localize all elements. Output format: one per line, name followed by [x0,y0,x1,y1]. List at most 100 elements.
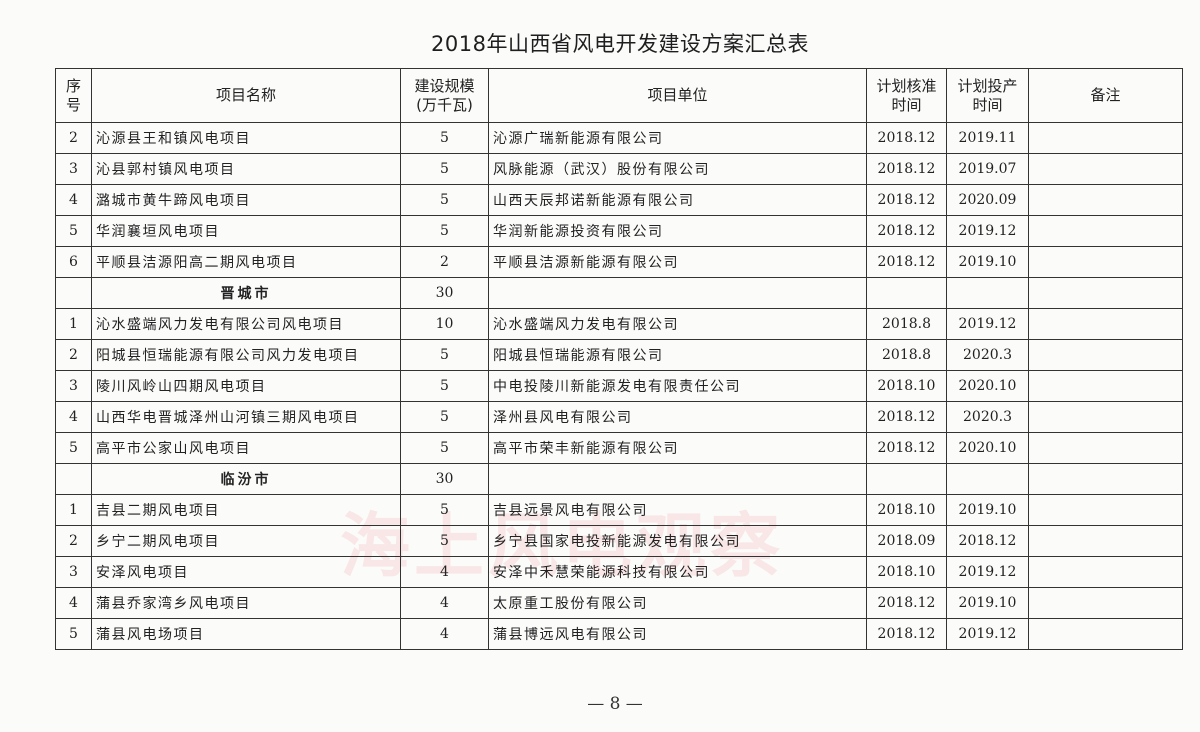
table-row: 2 阳城县恒瑞能源有限公司风力发电项目 5 阳城县恒瑞能源有限公司 2018.8 2020… [55,339,1183,371]
cell-scale: 4 [400,587,489,619]
cell-unit: 平顺县洁源新能源有限公司 [488,246,867,278]
cell-operate: 2018.12 [946,525,1029,557]
cell-seq [55,277,92,309]
cell-operate: 2019.12 [946,556,1029,588]
cell-note [1028,308,1183,340]
cell-unit: 阳城县恒瑞能源有限公司 [488,339,867,371]
cell-seq: 3 [55,153,92,185]
cell-approve: 2018.10 [866,370,947,402]
cell-approve: 2018.8 [866,308,947,340]
cell-name: 平顺县洁源阳高二期风电项目 [91,246,401,278]
cell-seq: 2 [55,525,92,557]
cell-seq: 4 [55,587,92,619]
cell-seq: 1 [55,494,92,526]
cell-operate: 2019.10 [946,494,1029,526]
table-row: 5 华润襄垣风电项目 5 华润新能源投资有限公司 2018.12 2019.12 [55,215,1183,247]
cell-unit: 华润新能源投资有限公司 [488,215,867,247]
cell-approve: 2018.12 [866,432,947,464]
header-unit: 项目单位 [488,68,867,123]
cell-note [1028,277,1183,309]
cell-scale: 5 [400,494,489,526]
cell-name: 高平市公家山风电项目 [91,432,401,464]
cell-name: 沁县郭村镇风电项目 [91,153,401,185]
cell-unit [488,463,867,495]
cell-scale: 5 [400,215,489,247]
cell-operate: 2019.10 [946,246,1029,278]
table-row: 4 蒲县乔家湾乡风电项目 4 太原重工股份有限公司 2018.12 2019.10 [55,587,1183,619]
cell-unit: 风脉能源（武汉）股份有限公司 [488,153,867,185]
cell-unit: 蒲县博远风电有限公司 [488,618,867,650]
cell-scale: 5 [400,184,489,216]
cell-approve: 2018.12 [866,184,947,216]
cell-operate: 2019.12 [946,308,1029,340]
cell-approve: 2018.10 [866,556,947,588]
cell-scale: 4 [400,556,489,588]
cell-seq: 2 [55,339,92,371]
cell-operate [946,463,1029,495]
cell-note [1028,463,1183,495]
cell-approve: 2018.12 [866,153,947,185]
wind-power-table: 序号 项目名称 建设规模 (万千瓦) 项目单位 计划核准 时间 计划投产 时间 备注 … [55,68,1183,650]
header-note: 备注 [1028,68,1183,123]
cell-approve: 2018.12 [866,587,947,619]
cell-unit: 沁源广瑞新能源有限公司 [488,122,867,154]
table-row: 2 乡宁二期风电项目 5 乡宁县国家电投新能源发电有限公司 2018.09 2018.12 [55,525,1183,557]
table-row: 3 安泽风电项目 4 安泽中禾慧荣能源科技有限公司 2018.10 2019.12 [55,556,1183,588]
cell-approve: 2018.12 [866,246,947,278]
cell-seq: 3 [55,370,92,402]
table-row: 5 高平市公家山风电项目 5 高平市荣丰新能源有限公司 2018.12 2020.10 [55,432,1183,464]
cell-seq: 1 [55,308,92,340]
cell-approve: 2018.8 [866,339,947,371]
cell-unit: 中电投陵川新能源发电有限责任公司 [488,370,867,402]
cell-scale: 5 [400,153,489,185]
table-row: 6 平顺县洁源阳高二期风电项目 2 平顺县洁源新能源有限公司 2018.12 2019.1… [55,246,1183,278]
cell-seq: 4 [55,401,92,433]
cell-name: 吉县二期风电项目 [91,494,401,526]
cell-unit: 吉县远景风电有限公司 [488,494,867,526]
table-row: 3 沁县郭村镇风电项目 5 风脉能源（武汉）股份有限公司 2018.12 2019.07 [55,153,1183,185]
cell-scale: 5 [400,339,489,371]
cell-approve: 2018.12 [866,215,947,247]
cell-scale: 5 [400,525,489,557]
cell-note [1028,618,1183,650]
document-title: 2018年山西省风电开发建设方案汇总表 [431,32,809,56]
subtotal-row: 临汾市 30 [55,463,1183,495]
cell-approve [866,463,947,495]
cell-note [1028,525,1183,557]
cell-operate: 2020.10 [946,432,1029,464]
cell-name: 华润襄垣风电项目 [91,215,401,247]
cell-seq: 4 [55,184,92,216]
cell-note [1028,370,1183,402]
cell-scale: 30 [400,277,489,309]
cell-approve [866,277,947,309]
cell-approve: 2018.12 [866,122,947,154]
cell-note [1028,401,1183,433]
cell-name: 阳城县恒瑞能源有限公司风力发电项目 [91,339,401,371]
cell-operate: 2020.3 [946,401,1029,433]
cell-note [1028,184,1183,216]
cell-seq: 3 [55,556,92,588]
cell-unit: 沁水盛端风力发电有限公司 [488,308,867,340]
cell-seq: 5 [55,215,92,247]
cell-operate: 2020.10 [946,370,1029,402]
cell-operate: 2019.11 [946,122,1029,154]
cell-name: 山西华电晋城泽州山河镇三期风电项目 [91,401,401,433]
header-name: 项目名称 [91,68,401,123]
cell-operate: 2019.12 [946,618,1029,650]
cell-approve: 2018.09 [866,525,947,557]
cell-name: 乡宁二期风电项目 [91,525,401,557]
cell-operate: 2020.09 [946,184,1029,216]
cell-seq: 5 [55,618,92,650]
table-row: 1 吉县二期风电项目 5 吉县远景风电有限公司 2018.10 2019.10 [55,494,1183,526]
cell-note [1028,215,1183,247]
cell-name: 蒲县风电场项目 [91,618,401,650]
cell-name: 沁源县王和镇风电项目 [91,122,401,154]
cell-name: 沁水盛端风力发电有限公司风电项目 [91,308,401,340]
cell-scale: 5 [400,370,489,402]
page-number: — 8 — [587,694,643,714]
cell-seq [55,463,92,495]
cell-operate: 2020.3 [946,339,1029,371]
cell-unit: 安泽中禾慧荣能源科技有限公司 [488,556,867,588]
cell-approve: 2018.12 [866,401,947,433]
header-operate: 计划投产 时间 [946,68,1029,123]
